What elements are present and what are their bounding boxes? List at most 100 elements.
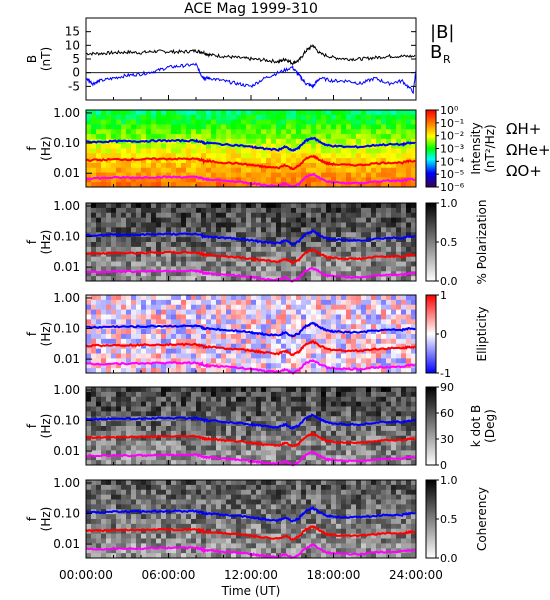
spectrogram-cell (226, 538, 232, 544)
spectrogram-cell (276, 396, 282, 403)
spectrogram-cell (261, 158, 267, 164)
spectrogram-cell (351, 406, 357, 412)
spectrogram-cell (236, 182, 242, 188)
spectrogram-cell (86, 450, 92, 456)
spectrogram-cell (261, 304, 267, 311)
spectrogram-cell (201, 358, 207, 364)
spectrogram-cell (166, 338, 172, 345)
spectrogram-cell (401, 217, 407, 223)
spectrogram-cell (401, 304, 407, 311)
spectrogram-cell (236, 504, 242, 510)
spectrogram-cell (321, 182, 327, 188)
spectrogram-cell (271, 450, 277, 456)
gyrofrequency-line-h-plus (85, 321, 416, 338)
spectrogram-cell (241, 319, 247, 325)
spectrogram-cell (341, 119, 347, 125)
spectrogram-cell (266, 242, 272, 248)
spectrogram-cell (271, 167, 277, 173)
spectrogram-cell (331, 348, 337, 354)
spectrogram-cell (146, 553, 152, 559)
spectrogram-cell (221, 110, 227, 116)
spectrogram-cell (141, 124, 147, 130)
spectrogram-cell (216, 148, 222, 154)
spectrogram-cell (106, 207, 112, 214)
spectrogram-cell (211, 148, 217, 154)
spectrogram-cell (211, 124, 217, 130)
spectrogram-cell (336, 119, 342, 125)
spectrogram-cell (396, 158, 402, 164)
spectrogram-cell (156, 396, 162, 403)
spectrogram-cell (121, 242, 127, 248)
spectrogram-cell (296, 172, 302, 178)
spectrogram-cell (161, 480, 167, 486)
spectrogram-cell (191, 455, 197, 461)
spectrogram-cell (186, 445, 192, 451)
spectrogram-cell (226, 319, 232, 325)
spectrogram-cell (291, 401, 297, 407)
spectrogram-cell (296, 329, 302, 335)
spectrogram-cell (96, 143, 102, 149)
spectrogram-cell (326, 232, 332, 238)
spectrogram-cell (251, 110, 257, 116)
spectrogram-panel-5 (85, 479, 439, 559)
spectrogram-cell (116, 358, 122, 364)
spectrogram-cell (376, 207, 382, 214)
spectrogram-cell (156, 499, 162, 505)
spectrogram-cell (411, 217, 417, 223)
spectrogram-cell (271, 309, 277, 315)
spectrogram-cell (396, 319, 402, 325)
spectrogram-cell (406, 222, 412, 228)
spectrogram-cell (261, 480, 267, 486)
spectrogram-cell (331, 401, 337, 407)
spectrogram-cell (361, 363, 367, 369)
spectrogram-cell (281, 217, 287, 223)
spectrogram-cell (221, 538, 227, 544)
spectrogram-cell (336, 153, 342, 159)
spectrogram-cell (276, 162, 282, 169)
spectrogram-cell (96, 514, 102, 520)
spectrogram-cell (306, 246, 312, 253)
spectrogram-cell (366, 203, 372, 209)
spectrogram-cell (261, 319, 267, 325)
spectrogram-cell (356, 158, 362, 164)
spectrogram-cell (181, 324, 187, 330)
spectrogram-cell (236, 445, 242, 451)
spectrogram-cell (91, 514, 97, 520)
spectrogram-cell (311, 134, 317, 140)
spectrogram-cell (166, 314, 172, 320)
spectrogram-cell (156, 368, 162, 374)
spectrogram-cell (141, 114, 147, 121)
spectrogram-cell (411, 143, 417, 149)
spectrogram-cell (251, 391, 257, 398)
spectrogram-cell (226, 217, 232, 223)
spectrogram-cell (386, 266, 392, 272)
spectrogram-cell (246, 167, 252, 173)
spectrogram-cell (231, 251, 237, 258)
spectrogram-cell (141, 548, 147, 554)
spectrogram-cell (306, 217, 312, 223)
spectrogram-cell (211, 319, 217, 325)
spectrogram-cell (371, 232, 377, 238)
spectrogram-cell (336, 319, 342, 325)
spectrogram-cell (376, 237, 382, 243)
spectrogram-cell (96, 227, 102, 233)
spectrogram-cell (96, 548, 102, 554)
spectrogram-cell (326, 348, 332, 354)
spectrogram-cell (331, 167, 337, 173)
y-tick-label: 0.10 (53, 322, 80, 336)
spectrogram-cell (311, 455, 317, 461)
spectrogram-cell (196, 533, 202, 539)
spectrogram-cell (91, 480, 97, 486)
spectrogram-cell (306, 110, 312, 116)
spectrogram-cell (181, 212, 187, 219)
spectrogram-cell (391, 138, 397, 145)
spectrogram-cell (146, 222, 152, 228)
spectrogram-cell (316, 134, 322, 140)
spectrogram-cell (256, 484, 262, 491)
spectrogram-cell (111, 222, 117, 228)
spectrogram-cell (311, 217, 317, 223)
spectrogram-cell (326, 148, 332, 154)
spectrogram-cell (101, 548, 107, 554)
spectrogram-cell (101, 182, 107, 188)
spectrogram-cell (221, 533, 227, 539)
